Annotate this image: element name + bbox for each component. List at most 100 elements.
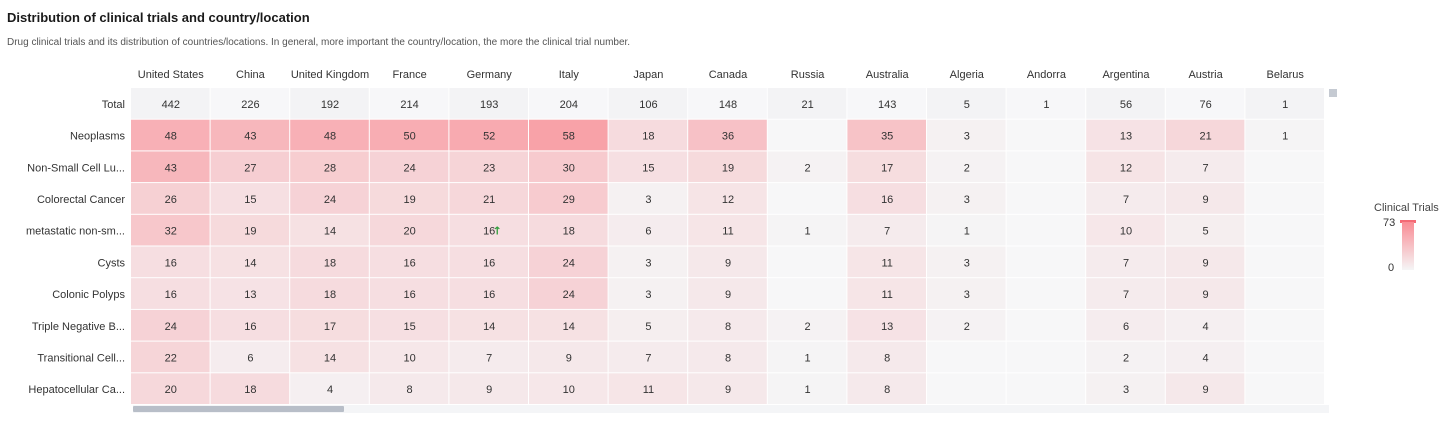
cell-value-label: 4 [327,384,333,396]
cell-value-label: 48 [165,131,177,143]
vertical-scrollbar-thumb[interactable] [1329,89,1337,97]
heatmap-cell [1007,183,1086,214]
cell-value-label: 16 [244,321,256,333]
cell-value-label: 7 [884,226,890,238]
cell-value-label: 7 [645,352,651,364]
cell-value-label: 56 [1120,99,1132,111]
cell-value-label: 7 [486,352,492,364]
cell-value-label: 7 [1123,289,1129,301]
heatmap-cell [1245,151,1324,182]
cell-value-label: 8 [725,352,731,364]
cell-value-label: 1 [1282,131,1288,143]
cell-value-label: 9 [1203,257,1209,269]
cell-value-label: 18 [324,289,336,301]
cell-value-label: 11 [881,289,892,301]
cell-value-label: 3 [964,194,970,206]
y-tick-label: Transitional Cell... [37,352,125,364]
cell-value-label: 13 [1120,131,1132,143]
cell-value-label: 192 [321,99,339,111]
y-tick-label: Triple Negative B... [32,321,125,333]
cell-value-label: 1 [805,226,811,238]
heatmap-cell [927,342,1006,373]
heatmap-cell [768,278,847,309]
cell-value-label: 10 [403,352,415,364]
cell-value-label: 14 [324,352,336,364]
x-tick-label: Germany [467,69,513,81]
trend-up-arrow-icon: ↑ [493,225,502,238]
cell-value-label: 20 [165,384,177,396]
heatmap-cell [1007,120,1086,151]
cell-value-label: 442 [162,99,180,111]
cell-value-label: 2 [1123,352,1129,364]
heatmap-cell [1245,215,1324,246]
cell-value-label: 21 [483,194,495,206]
cell-value-label: 24 [165,321,177,333]
cell-value-label: 3 [964,289,970,301]
cell-value-label: 58 [563,131,575,143]
cell-value-label: 30 [563,162,575,174]
cell-value-label: 22 [165,352,177,364]
cell-value-label: 214 [400,99,418,111]
x-tick-label: Canada [709,69,748,81]
cell-value-label: 14 [244,257,256,269]
cell-value-label: 19 [403,194,415,206]
heatmap-cell [1007,278,1086,309]
cell-value-label: 52 [483,131,495,143]
cell-value-label: 9 [566,352,572,364]
cell-value-label: 148 [719,99,737,111]
x-tick-label: Italy [559,69,580,81]
cell-value-label: 7 [1123,194,1129,206]
heatmap-cell [1007,342,1086,373]
cell-value-label: 3 [645,257,651,269]
cell-value-label: 8 [725,321,731,333]
cell-value-label: 16 [483,289,495,301]
x-tick-label: China [236,69,266,81]
cell-value-label: 14 [563,321,575,333]
cell-value-label: 27 [244,162,256,174]
legend-color-scale[interactable] [1402,222,1414,270]
cell-value-label: 226 [241,99,259,111]
cell-value-label: 7 [1123,257,1129,269]
y-tick-label: Colorectal Cancer [37,194,125,206]
x-tick-label: Andorra [1027,69,1067,81]
cell-value-label: 16 [483,257,495,269]
heatmap-cell [927,373,1006,404]
heatmap-cell [1245,310,1324,341]
cell-value-label: 13 [881,321,893,333]
cell-value-label: 1 [805,352,811,364]
cell-value-label: 18 [642,131,654,143]
cell-value-label: 17 [324,321,336,333]
cell-value-label: 15 [403,321,415,333]
legend-min-label: 0 [1388,262,1394,274]
cell-value-label: 2 [964,321,970,333]
cell-value-label: 15 [642,162,654,174]
y-tick-label: metastatic non-sm... [26,226,125,238]
cell-value-label: 17 [881,162,893,174]
horizontal-scrollbar-thumb[interactable] [133,406,344,412]
cell-value-label: 19 [244,226,256,238]
heatmap-cell [1007,247,1086,278]
cell-value-label: 3 [964,257,970,269]
x-tick-label: Austria [1188,69,1223,81]
y-tick-label: Cysts [98,257,126,269]
cell-value-label: 9 [1203,289,1209,301]
cell-value-label: 11 [643,384,654,396]
cell-value-label: 7 [1203,162,1209,174]
cell-value-label: 4 [1203,352,1209,364]
cell-value-label: 5 [645,321,651,333]
cell-value-label: 28 [324,162,336,174]
heatmap-cell [1245,373,1324,404]
cell-value-label: 106 [639,99,657,111]
cell-value-label: 3 [645,289,651,301]
cell-value-label: 23 [483,162,495,174]
legend-max-label: 73 [1383,217,1395,229]
cell-value-label: 11 [881,257,892,269]
x-tick-label: Australia [866,69,910,81]
cell-value-label: 9 [486,384,492,396]
cell-value-label: 15 [244,194,256,206]
cell-value-label: 9 [725,384,731,396]
cell-value-label: 204 [560,99,578,111]
cell-value-label: 50 [403,131,415,143]
cell-value-label: 24 [563,257,575,269]
cell-value-label: 1 [805,384,811,396]
